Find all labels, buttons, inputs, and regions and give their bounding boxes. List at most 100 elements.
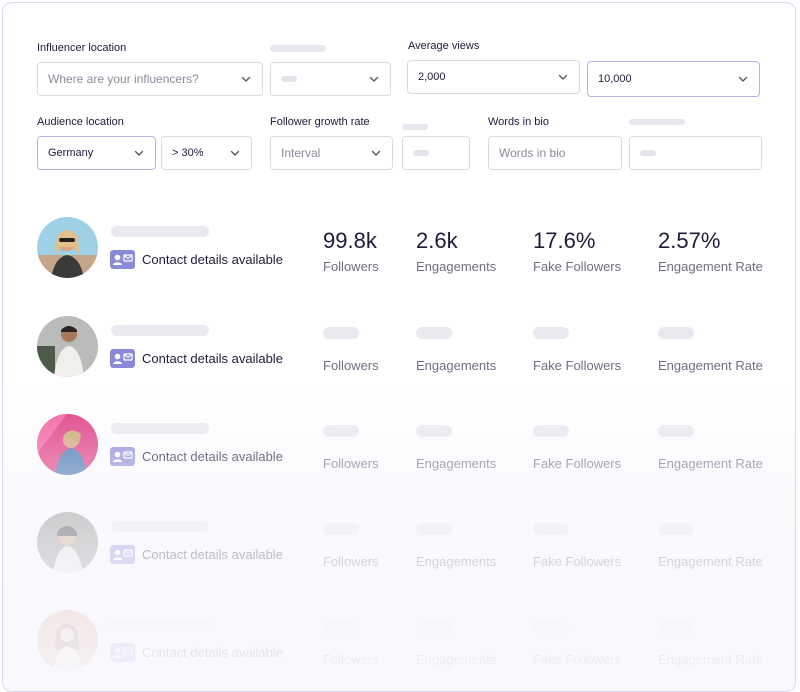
value-placeholder xyxy=(658,621,694,633)
fake-followers-value: 17.6% xyxy=(533,228,596,253)
contact-details-label: Contact details available xyxy=(142,449,283,464)
avatar xyxy=(37,217,98,278)
follower-growth-label: Follower growth rate xyxy=(270,116,370,128)
engagement-rate-value: 2.57% xyxy=(658,228,721,253)
engagements-value: 2.6k xyxy=(416,228,458,253)
avatar xyxy=(37,414,98,475)
contact-details-label: Contact details available xyxy=(142,252,283,267)
value-placeholder xyxy=(416,425,452,437)
average-views-max-value: 10,000 xyxy=(598,73,632,85)
fake-followers-label: Fake Followers xyxy=(533,358,622,373)
chevron-down-icon xyxy=(557,71,569,83)
engagements-label: Engagements xyxy=(416,554,497,569)
average-views-min-value: 2,000 xyxy=(418,71,446,83)
value-placeholder xyxy=(533,621,569,633)
engagements-label: Engagements xyxy=(416,456,497,471)
contact-card-icon xyxy=(110,545,135,564)
engagement-rate-label: Engagement Rate xyxy=(658,652,763,667)
engagement-rate-label: Engagement Rate xyxy=(658,456,763,471)
fake-followers-label: Fake Followers xyxy=(533,456,622,471)
label-placeholder xyxy=(402,124,428,130)
chevron-down-icon xyxy=(368,73,380,85)
audience-threshold-value: > 30% xyxy=(172,147,204,159)
value-placeholder xyxy=(533,425,569,437)
chevron-down-icon xyxy=(229,147,241,159)
label-placeholder xyxy=(270,45,326,52)
chevron-down-icon xyxy=(133,147,145,159)
bio-extra-field[interactable] xyxy=(629,136,762,170)
value-placeholder xyxy=(281,76,297,82)
secondary-location-select[interactable] xyxy=(270,62,391,96)
words-in-bio-placeholder: Words in bio xyxy=(499,146,566,160)
label-placeholder xyxy=(629,119,685,125)
value-placeholder xyxy=(533,327,569,339)
average-views-min-select[interactable]: 2,000 xyxy=(407,60,580,94)
value-placeholder xyxy=(323,621,359,633)
name-placeholder xyxy=(111,521,209,532)
followers-value: 99.8k xyxy=(323,228,377,253)
influencer-row[interactable]: Contact details available Followers Enga… xyxy=(3,414,795,484)
value-placeholder xyxy=(640,150,656,156)
audience-country-value: Germany xyxy=(48,147,94,159)
followers-label: Followers xyxy=(323,456,379,471)
value-placeholder xyxy=(658,523,694,535)
influencer-row[interactable]: Contact details available Followers Enga… xyxy=(3,316,795,386)
avatar xyxy=(37,610,98,671)
growth-value-field[interactable] xyxy=(402,136,470,170)
name-placeholder xyxy=(111,325,209,336)
engagements-label: Engagements xyxy=(416,652,497,667)
engagement-rate-label: Engagement Rate xyxy=(658,554,763,569)
chevron-down-icon xyxy=(737,73,749,85)
value-placeholder xyxy=(658,327,694,339)
average-views-label: Average views xyxy=(408,40,480,52)
words-in-bio-label: Words in bio xyxy=(488,116,549,128)
engagements-label: Engagements xyxy=(416,358,497,373)
chevron-down-icon xyxy=(240,73,252,85)
followers-label: Followers xyxy=(323,652,379,667)
average-views-max-select[interactable]: 10,000 xyxy=(587,61,760,97)
contact-card-icon xyxy=(110,349,135,368)
avatar xyxy=(37,512,98,573)
value-placeholder xyxy=(413,150,429,156)
value-placeholder xyxy=(416,327,452,339)
value-placeholder xyxy=(323,523,359,535)
influencer-location-select[interactable]: Where are your influencers? xyxy=(37,62,263,96)
audience-threshold-select[interactable]: > 30% xyxy=(161,136,252,170)
growth-interval-placeholder: Interval xyxy=(281,146,321,160)
value-placeholder xyxy=(533,523,569,535)
influencer-row[interactable]: Contact details available Followers Enga… xyxy=(3,610,795,680)
name-placeholder xyxy=(111,423,209,434)
value-placeholder xyxy=(416,621,452,633)
contact-details-label: Contact details available xyxy=(142,645,283,660)
contact-card-icon xyxy=(110,250,135,269)
influencer-location-label: Influencer location xyxy=(37,42,127,54)
contact-details-label: Contact details available xyxy=(142,351,283,366)
followers-label: Followers xyxy=(323,259,379,274)
growth-interval-select[interactable]: Interval xyxy=(270,136,393,170)
influencer-row[interactable]: Contact details available Followers Enga… xyxy=(3,512,795,582)
audience-country-select[interactable]: Germany xyxy=(37,136,156,170)
name-placeholder xyxy=(111,226,209,237)
engagements-label: Engagements xyxy=(416,259,497,274)
value-placeholder xyxy=(416,523,452,535)
influencer-row[interactable]: Contact details available 99.8k 2.6k 17.… xyxy=(3,217,795,287)
followers-label: Followers xyxy=(323,554,379,569)
chevron-down-icon xyxy=(370,147,382,159)
avatar xyxy=(37,316,98,377)
fake-followers-label: Fake Followers xyxy=(533,554,622,569)
contact-card-icon xyxy=(110,643,135,662)
contact-details-label: Contact details available xyxy=(142,547,283,562)
value-placeholder xyxy=(323,327,359,339)
value-placeholder xyxy=(658,425,694,437)
contact-card-icon xyxy=(110,447,135,466)
engagement-rate-label: Engagement Rate xyxy=(658,259,763,274)
fake-followers-label: Fake Followers xyxy=(533,259,622,274)
influencer-location-placeholder: Where are your influencers? xyxy=(48,72,199,86)
followers-label: Followers xyxy=(323,358,379,373)
engagement-rate-label: Engagement Rate xyxy=(658,358,763,373)
value-placeholder xyxy=(323,425,359,437)
words-in-bio-input[interactable]: Words in bio xyxy=(488,136,622,170)
name-placeholder xyxy=(111,619,209,630)
audience-location-label: Audience location xyxy=(37,116,124,128)
